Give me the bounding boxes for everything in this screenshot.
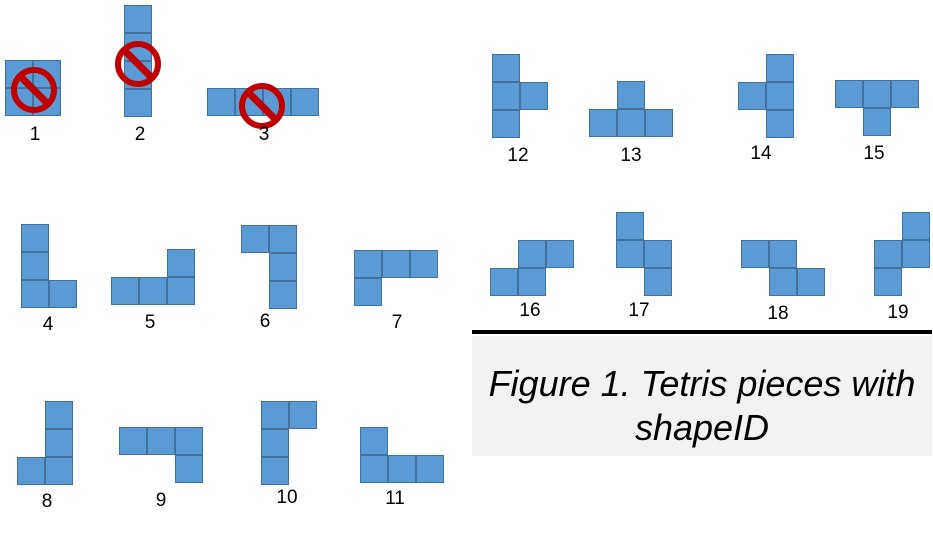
piece-cell bbox=[766, 110, 794, 138]
piece-label: 19 bbox=[887, 302, 909, 323]
piece-cell bbox=[769, 240, 797, 268]
piece-cell bbox=[207, 88, 235, 116]
prohibited-icon bbox=[239, 83, 285, 129]
prohibited-icon bbox=[11, 67, 57, 113]
piece-cell bbox=[354, 278, 382, 306]
piece-cell bbox=[766, 54, 794, 82]
piece-cell bbox=[738, 82, 766, 110]
piece-cell bbox=[119, 427, 147, 455]
piece-cell bbox=[492, 54, 520, 82]
piece-cell bbox=[175, 427, 203, 455]
piece-cell bbox=[5, 60, 33, 88]
piece-cell bbox=[797, 268, 825, 296]
piece-cell bbox=[241, 225, 269, 253]
piece-cell bbox=[741, 240, 769, 268]
piece-label: 9 bbox=[155, 490, 167, 511]
piece-label: 8 bbox=[41, 491, 53, 512]
piece-cell bbox=[644, 240, 672, 268]
piece-cell bbox=[902, 212, 930, 240]
piece-cell bbox=[416, 455, 444, 483]
piece-label: 4 bbox=[42, 314, 54, 335]
piece-cell bbox=[45, 457, 73, 485]
piece-cell bbox=[546, 240, 574, 268]
piece-cell bbox=[766, 82, 794, 110]
piece-cell bbox=[382, 250, 410, 278]
piece-cell bbox=[617, 81, 645, 109]
piece-cell bbox=[410, 250, 438, 278]
piece-label: 12 bbox=[507, 145, 529, 166]
piece-label: 14 bbox=[750, 143, 772, 164]
piece-cell bbox=[769, 268, 797, 296]
piece-label: 3 bbox=[258, 124, 270, 145]
piece-label: 18 bbox=[767, 303, 789, 324]
piece-cell bbox=[388, 455, 416, 483]
piece-cell bbox=[863, 80, 891, 108]
piece-cell bbox=[863, 108, 891, 136]
piece-cell bbox=[175, 455, 203, 483]
piece-cell bbox=[45, 429, 73, 457]
piece-cell bbox=[21, 280, 49, 308]
piece-cell bbox=[902, 240, 930, 268]
piece-cell bbox=[147, 427, 175, 455]
piece-cell bbox=[518, 268, 546, 296]
piece-cell bbox=[261, 457, 289, 485]
piece-cell bbox=[291, 88, 319, 116]
piece-cell bbox=[261, 401, 289, 429]
piece-label: 7 bbox=[391, 312, 403, 333]
piece-cell bbox=[874, 240, 902, 268]
piece-label: 10 bbox=[276, 487, 298, 508]
piece-label: 1 bbox=[29, 124, 41, 145]
piece-cell bbox=[835, 80, 863, 108]
piece-label: 2 bbox=[134, 124, 146, 145]
piece-cell bbox=[167, 277, 195, 305]
piece-cell bbox=[518, 240, 546, 268]
piece-cell bbox=[616, 240, 644, 268]
piece-cell bbox=[589, 109, 617, 137]
piece-cell bbox=[269, 253, 297, 281]
piece-cell bbox=[45, 401, 73, 429]
piece-label: 13 bbox=[620, 145, 642, 166]
piece-label: 17 bbox=[628, 300, 650, 321]
caption-divider bbox=[472, 330, 932, 334]
piece-cell bbox=[616, 212, 644, 240]
piece-label: 11 bbox=[385, 488, 405, 509]
piece-cell bbox=[261, 429, 289, 457]
piece-cell bbox=[21, 252, 49, 280]
piece-label: 15 bbox=[863, 143, 885, 164]
piece-cell bbox=[21, 224, 49, 252]
piece-cell bbox=[645, 109, 673, 137]
piece-cell bbox=[644, 268, 672, 296]
prohibited-icon bbox=[115, 41, 161, 87]
piece-cell bbox=[167, 249, 195, 277]
piece-cell bbox=[617, 109, 645, 137]
piece-cell bbox=[492, 82, 520, 110]
piece-cell bbox=[360, 427, 388, 455]
caption-box: Figure 1. Tetris pieces with shapeID bbox=[472, 336, 932, 456]
piece-label: 5 bbox=[144, 312, 156, 333]
piece-cell bbox=[289, 401, 317, 429]
piece-cell bbox=[124, 89, 152, 117]
piece-label: 16 bbox=[519, 300, 541, 321]
piece-cell bbox=[139, 277, 167, 305]
piece-cell bbox=[874, 268, 902, 296]
piece-cell bbox=[520, 82, 548, 110]
piece-cell bbox=[17, 457, 45, 485]
piece-cell bbox=[360, 455, 388, 483]
piece-cell bbox=[490, 268, 518, 296]
piece-cell bbox=[269, 281, 297, 309]
piece-cell bbox=[124, 5, 152, 33]
piece-cell bbox=[111, 277, 139, 305]
piece-cell bbox=[49, 280, 77, 308]
piece-cell bbox=[354, 250, 382, 278]
piece-label: 6 bbox=[259, 311, 271, 332]
piece-cell bbox=[269, 225, 297, 253]
piece-cell bbox=[891, 80, 919, 108]
figure-caption: Figure 1. Tetris pieces with shapeID bbox=[488, 363, 916, 448]
piece-cell bbox=[492, 110, 520, 138]
